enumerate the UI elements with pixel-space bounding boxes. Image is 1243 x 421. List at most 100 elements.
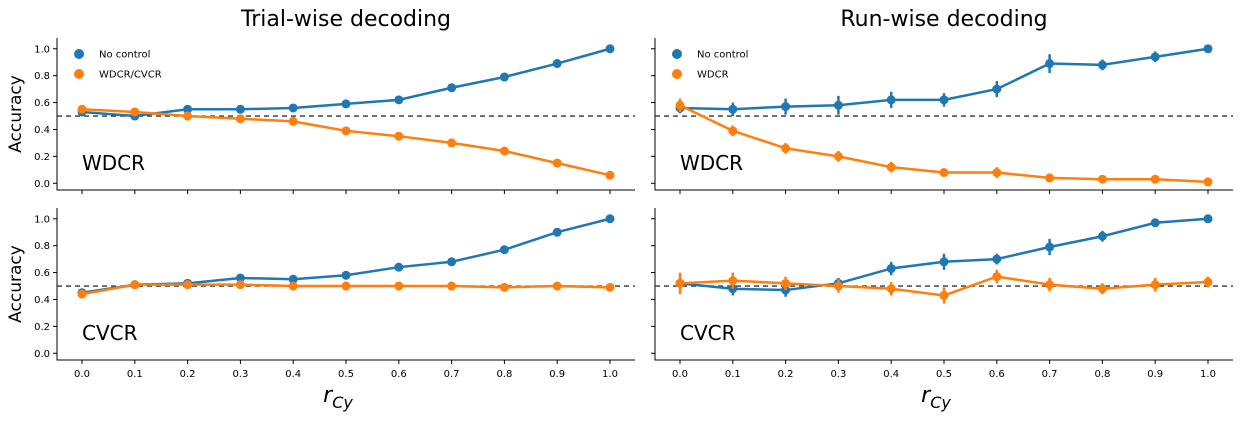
panel-3: 0.0 0.2 0.4 0.6 0.8 1.0 0.0 0.1 0.2 0.3 0.4 0.5 0.6 0…: [6, 208, 635, 412]
series-2: [77, 280, 615, 299]
data-point: [1097, 231, 1107, 241]
x-axis-label-subscript: Cy: [930, 393, 951, 412]
data-point: [833, 281, 843, 291]
data-point: [552, 59, 562, 69]
data-point: [341, 281, 351, 291]
series-1: [77, 44, 615, 121]
data-point: [447, 138, 457, 148]
data-point: [605, 44, 615, 54]
data-point: [288, 274, 298, 284]
data-point: [288, 116, 298, 126]
series-1: [675, 44, 1213, 117]
data-point: [77, 289, 87, 299]
data-point: [394, 281, 404, 291]
series-line: [81, 108, 611, 177]
data-point: [235, 114, 245, 124]
y-tick-label: 1.0: [34, 44, 50, 55]
data-point: [394, 131, 404, 141]
series-2: [77, 104, 615, 180]
x-axis-label: rCy: [921, 383, 951, 412]
x-tick-label: 0.2: [180, 369, 196, 380]
x-tick-label: 0.2: [778, 369, 794, 380]
data-point: [781, 102, 791, 112]
data-point: [341, 270, 351, 280]
data-point: [552, 158, 562, 168]
data-point: [288, 103, 298, 113]
data-point: [499, 72, 509, 82]
axis-spines: [56, 38, 635, 191]
axis-spines: [654, 38, 1233, 191]
y-tick-label: 0.8: [34, 71, 50, 82]
data-point: [130, 280, 140, 290]
data-point: [1203, 277, 1213, 287]
data-point: [781, 143, 791, 153]
data-point: [1150, 218, 1160, 228]
data-point: [1045, 280, 1055, 290]
data-point: [1203, 44, 1213, 54]
legend-entry: No control: [99, 50, 150, 61]
data-point: [886, 162, 896, 172]
data-point: [235, 273, 245, 283]
data-point: [552, 227, 562, 237]
y-tick-label: 0.0: [34, 349, 50, 360]
x-tick-label: 0.1: [725, 369, 741, 380]
data-point: [130, 107, 140, 117]
data-point: [1045, 173, 1055, 183]
data-point: [939, 290, 949, 300]
x-tick-label: 1.0: [1200, 369, 1216, 380]
data-point: [183, 104, 193, 114]
x-tick-label: 0.4: [285, 369, 301, 380]
data-point: [341, 99, 351, 109]
y-tick-label: 0.2: [34, 322, 50, 333]
data-point: [886, 95, 896, 105]
x-tick-label: 0.6: [989, 369, 1005, 380]
x-tick-label: 0.7: [1042, 369, 1058, 380]
panel-2: Run-wise decoding No control WDCR WDCR: [651, 7, 1233, 194]
data-point: [447, 281, 457, 291]
data-point: [886, 264, 896, 274]
data-point: [728, 276, 738, 286]
data-point: [605, 282, 615, 292]
data-point: [605, 214, 615, 224]
data-point: [1203, 177, 1213, 187]
x-axis-label: rCy: [323, 383, 353, 412]
data-point: [886, 284, 896, 294]
x-tick-label: 0.0: [74, 369, 90, 380]
x-tick-label: 0.9: [1147, 369, 1163, 380]
data-point: [235, 104, 245, 114]
data-point: [992, 254, 1002, 264]
data-point: [1150, 52, 1160, 62]
data-point: [183, 280, 193, 290]
data-point: [992, 272, 1002, 282]
data-point: [1097, 284, 1107, 294]
legend-marker: [672, 69, 682, 79]
series-2: [675, 98, 1213, 187]
data-point: [552, 281, 562, 291]
axis-spines: [654, 208, 1233, 361]
data-point: [781, 278, 791, 288]
x-tick-label: 0.8: [1094, 369, 1110, 380]
data-point: [992, 84, 1002, 94]
series-2: [675, 269, 1213, 304]
panels: Trial-wise decoding 0.0 0.2 0.4 0.6 0.8 1.0 Acc…: [6, 7, 1233, 412]
data-point: [447, 257, 457, 267]
series-1: [675, 214, 1213, 297]
axis-spines: [56, 208, 635, 361]
y-tick-label: 0.4: [34, 295, 50, 306]
data-point: [1045, 59, 1055, 69]
y-tick-label: 0.2: [34, 152, 50, 163]
x-tick-label: 1.0: [602, 369, 618, 380]
data-point: [939, 257, 949, 267]
data-point: [77, 104, 87, 114]
data-point: [183, 111, 193, 121]
data-point: [1150, 174, 1160, 184]
x-tick-label: 0.5: [338, 369, 354, 380]
y-axis-label: Accuracy: [6, 245, 26, 323]
data-point: [728, 126, 738, 136]
y-tick-label: 0.8: [34, 241, 50, 252]
legend-entry: No control: [697, 50, 748, 61]
data-point: [939, 168, 949, 178]
legend-marker: [74, 49, 84, 59]
x-tick-label: 0.3: [830, 369, 846, 380]
